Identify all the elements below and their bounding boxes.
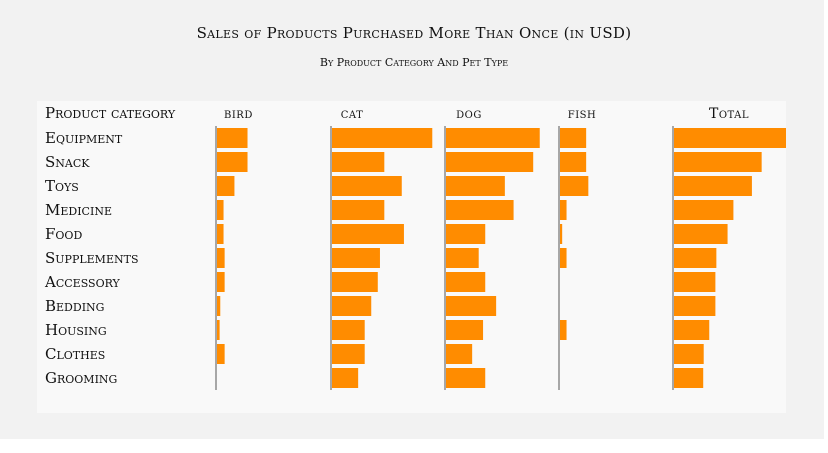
bar-total-clothes: [674, 344, 704, 364]
bar-fish-supplements: [560, 248, 567, 268]
category-label: Housing: [45, 321, 107, 339]
category-label: Equipment: [45, 129, 123, 147]
category-label: Snack: [45, 153, 90, 171]
bar-bird-bedding: [217, 296, 221, 316]
bar-bird-medicine: [217, 200, 224, 220]
category-label: Clothes: [45, 345, 105, 363]
bar-dog-supplements: [446, 248, 479, 268]
bar-fish-housing: [560, 320, 567, 340]
chart-title: Sales of Products Purchased More Than On…: [196, 24, 632, 42]
bar-bird-housing: [217, 320, 220, 340]
bar-cat-bedding: [332, 296, 372, 316]
category-label: Medicine: [45, 201, 112, 219]
series-header-dog: dog: [456, 106, 482, 122]
bar-dog-bedding: [446, 296, 497, 316]
bar-bird-snack: [217, 152, 248, 172]
category-label: Accessory: [44, 273, 121, 291]
bar-bird-clothes: [217, 344, 225, 364]
bar-dog-food: [446, 224, 486, 244]
category-label: Food: [45, 225, 82, 243]
bar-cat-clothes: [332, 344, 365, 364]
bar-dog-accessory: [446, 272, 486, 292]
bar-fish-food: [560, 224, 563, 244]
bar-total-medicine: [674, 200, 734, 220]
bar-cat-food: [332, 224, 404, 244]
bar-dog-housing: [446, 320, 484, 340]
series-header-fish: fish: [568, 106, 596, 122]
bar-fish-medicine: [560, 200, 567, 220]
category-label: Grooming: [45, 369, 117, 387]
bar-dog-clothes: [446, 344, 473, 364]
bar-bird-accessory: [217, 272, 225, 292]
bar-dog-grooming: [446, 368, 486, 388]
bar-total-snack: [674, 152, 762, 172]
category-label: Supplements: [45, 249, 138, 267]
bar-cat-snack: [332, 152, 385, 172]
series-header-bird: bird: [224, 106, 253, 122]
bar-cat-medicine: [332, 200, 385, 220]
bar-dog-equipment: [446, 128, 540, 148]
bar-cat-supplements: [332, 248, 380, 268]
bar-fish-snack: [560, 152, 587, 172]
bar-cat-toys: [332, 176, 402, 196]
small-multiples-bar-chart: Product category Equipment Snack Toys Medici…: [44, 104, 786, 390]
bar-dog-snack: [446, 152, 534, 172]
bar-total-bedding: [674, 296, 716, 316]
bar-total-housing: [674, 320, 710, 340]
bar-dog-medicine: [446, 200, 514, 220]
chart-panel: Product category Equipment Snack Toys Medici…: [37, 101, 786, 413]
bar-bird-toys: [217, 176, 235, 196]
bar-total-grooming: [674, 368, 704, 388]
bar-bird-food: [217, 224, 224, 244]
bar-cat-accessory: [332, 272, 378, 292]
row-header-label: Product category: [45, 104, 176, 122]
bar-total-food: [674, 224, 728, 244]
series-header-total: Total: [709, 106, 749, 122]
chart-subtitle: By Product Category And Pet Type: [319, 56, 509, 69]
bar-total-supplements: [674, 248, 717, 268]
category-label: Bedding: [45, 297, 104, 315]
bar-fish-equipment: [560, 128, 587, 148]
bar-cat-equipment: [332, 128, 433, 148]
bar-bird-supplements: [217, 248, 225, 268]
bar-cat-grooming: [332, 368, 359, 388]
bar-cat-housing: [332, 320, 365, 340]
bar-total-toys: [674, 176, 752, 196]
bar-total-accessory: [674, 272, 716, 292]
category-label: Toys: [45, 177, 79, 195]
bar-dog-toys: [446, 176, 505, 196]
bar-bird-equipment: [217, 128, 248, 148]
bar-fish-toys: [560, 176, 589, 196]
series-header-cat: cat: [341, 106, 364, 122]
bar-total-equipment: [674, 128, 786, 148]
